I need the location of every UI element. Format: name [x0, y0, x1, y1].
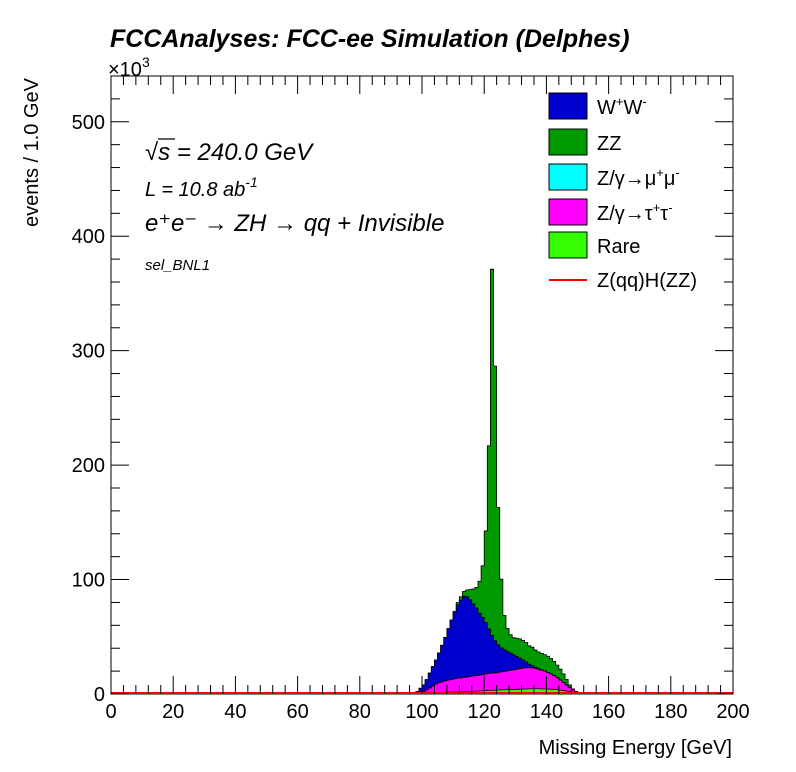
y-axis-exponent: ×103: [108, 54, 150, 81]
legend-swatch-zz: [548, 128, 588, 156]
stack-layer-zz: [412, 268, 584, 695]
legend-swatch-ztautau: [548, 198, 588, 226]
x-tick-label: 0: [105, 701, 116, 723]
chart-title: FCCAnalyses: FCC-ee Simulation (Delphes): [110, 25, 630, 53]
x-tick-label: 100: [405, 701, 438, 723]
legend-label-signal: Z(qq)H(ZZ): [597, 270, 697, 292]
y-tick-label: 0: [94, 684, 105, 706]
x-tick-label: 80: [349, 701, 371, 723]
axis-ticks: [110, 75, 734, 695]
legend-label-zz: ZZ: [597, 133, 621, 155]
x-tick-label: 20: [162, 701, 184, 723]
y-tick-label: 100: [72, 570, 105, 592]
process-annotation: e⁺e⁻ → ZH → qq + Invisible: [145, 210, 444, 237]
y-tick-label: 300: [72, 341, 105, 363]
legend-swatch-zmumu: [548, 163, 588, 191]
legend-label-ztautau: Z/γ→τ+τ-: [597, 200, 673, 225]
x-tick-label: 180: [654, 701, 687, 723]
x-tick-label: 60: [286, 701, 308, 723]
x-tick-label: 200: [716, 701, 749, 723]
legend-label-ww: W+W-: [597, 94, 647, 119]
y-tick-label: 500: [72, 112, 105, 134]
x-tick-labels: 0 20 40 60 80 100 120 140 160 180 200: [105, 701, 749, 723]
x-tick-label: 40: [224, 701, 246, 723]
selection-annotation: sel_BNL1: [145, 257, 210, 274]
x-tick-label: 160: [592, 701, 625, 723]
legend: W+W- ZZ Z/γ→μ+μ- Z/γ→τ+τ- Rare Z(qq)H(ZZ…: [548, 92, 697, 292]
legend-label-rare: Rare: [597, 236, 640, 258]
y-tick-label: 400: [72, 226, 105, 248]
x-tick-label: 120: [468, 701, 501, 723]
histogram-stack: [412, 268, 584, 695]
annotations: √s = 240.0 GeV L = 10.8 ab-1 e⁺e⁻ → ZH →…: [145, 138, 444, 274]
stack-layer-z-: [412, 667, 584, 695]
x-tick-label: 140: [530, 701, 563, 723]
x-axis-label: Missing Energy [GeV]: [539, 737, 732, 759]
luminosity-annotation: L = 10.8 ab-1: [145, 174, 258, 201]
legend-swatch-rare: [548, 231, 588, 259]
legend-label-zmumu: Z/γ→μ+μ-: [597, 165, 680, 190]
sqrt-s-annotation: √s = 240.0 GeV: [145, 139, 314, 166]
y-tick-label: 200: [72, 455, 105, 477]
y-tick-labels: 0 100 200 300 400 500: [72, 112, 105, 706]
legend-swatch-ww: [548, 92, 588, 120]
y-axis-label: events / 1.0 GeV: [21, 77, 43, 227]
